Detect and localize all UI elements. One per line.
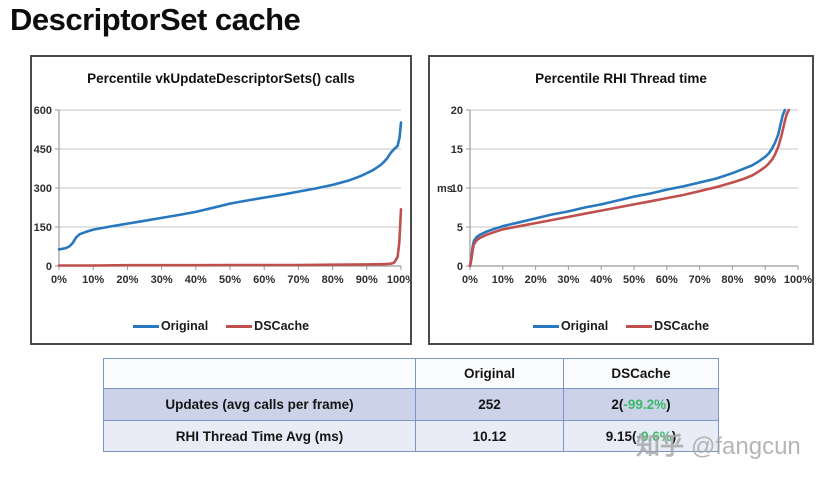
legend-item-dscache: DSCache — [226, 319, 309, 333]
table-header-row: Original DSCache — [103, 358, 719, 389]
dscache-delta: -99.2% — [623, 397, 667, 412]
svg-text:40%: 40% — [185, 274, 207, 286]
legend-label-dscache: DSCache — [254, 319, 310, 333]
header-blank-cell — [103, 358, 416, 389]
svg-text:40%: 40% — [590, 274, 612, 286]
svg-text:ms: ms — [437, 183, 453, 195]
legend-label-original: Original — [560, 319, 609, 333]
original-value: 252 — [415, 388, 564, 421]
dscache-line-swatch — [626, 324, 653, 328]
svg-text:80%: 80% — [322, 274, 344, 286]
svg-text:30%: 30% — [151, 274, 173, 286]
svg-text:0: 0 — [457, 261, 463, 273]
calls-chart-legend: Original DSCache — [32, 319, 410, 333]
header-original: Original — [415, 358, 564, 389]
rhi-chart-canvas: 0 5 10 15 20 ms 0% 10% 20% 30% 40% 50% 60% 70% 80% 90% 1… — [437, 105, 812, 286]
svg-text:20%: 20% — [116, 274, 138, 286]
svg-text:10%: 10% — [82, 274, 104, 286]
dscache-close-paren: ) — [666, 397, 671, 412]
original-line-swatch — [132, 324, 159, 328]
header-dscache: DSCache — [563, 358, 719, 389]
svg-text:80%: 80% — [721, 274, 743, 286]
zhihu-logo: 知乎 — [636, 433, 684, 460]
legend-item-original: Original — [532, 319, 609, 333]
svg-text:50%: 50% — [219, 274, 241, 286]
svg-text:70%: 70% — [689, 274, 711, 286]
row-label: RHI Thread Time Avg (ms) — [103, 420, 416, 452]
svg-text:150: 150 — [34, 222, 52, 234]
legend-item-dscache: DSCache — [626, 319, 709, 333]
page-title: DescriptorSet cache — [10, 2, 301, 37]
svg-text:10%: 10% — [492, 274, 514, 286]
svg-text:15: 15 — [451, 144, 463, 156]
chart-panel-calls: Percentile vkUpdateDescriptorSets() call… — [30, 55, 412, 345]
svg-text:20: 20 — [451, 105, 463, 117]
svg-text:100%: 100% — [784, 274, 812, 286]
legend-item-original: Original — [132, 319, 209, 333]
svg-text:0%: 0% — [51, 274, 67, 286]
svg-text:70%: 70% — [287, 274, 309, 286]
svg-text:90%: 90% — [754, 274, 776, 286]
svg-text:30%: 30% — [557, 274, 579, 286]
comparison-table: Original DSCache Updates (avg calls per … — [103, 358, 719, 452]
dscache-number: 2( — [611, 397, 624, 412]
svg-text:60%: 60% — [253, 274, 275, 286]
svg-text:450: 450 — [34, 144, 52, 156]
svg-text:20%: 20% — [525, 274, 547, 286]
calls-chart-title: Percentile vkUpdateDescriptorSets() call… — [87, 71, 355, 86]
svg-text:300: 300 — [34, 183, 52, 195]
dscache-line-swatch — [226, 324, 253, 328]
original-value: 10.12 — [415, 420, 564, 452]
legend-label-dscache: DSCache — [654, 319, 710, 333]
watermark-handle: @fangcun — [691, 433, 801, 460]
calls-chart-canvas: 0 150 300 450 600 0% 10% 20% 30% 40% 50% 60% 70% 80% 9… — [34, 105, 410, 286]
original-line-swatch — [532, 324, 559, 328]
svg-text:0%: 0% — [462, 274, 478, 286]
svg-text:0: 0 — [46, 261, 52, 273]
watermark: 知乎 @fangcun — [636, 426, 801, 461]
table-row-updates: Updates (avg calls per frame) 252 2(-99.… — [103, 388, 719, 421]
table-row-rhi-thread-time: RHI Thread Time Avg (ms) 10.12 9.15(-9.6… — [103, 420, 719, 452]
svg-text:50%: 50% — [623, 274, 645, 286]
svg-text:10: 10 — [451, 183, 463, 195]
rhi-chart-title: Percentile RHI Thread time — [535, 71, 707, 86]
svg-text:100%: 100% — [387, 274, 410, 286]
svg-text:90%: 90% — [356, 274, 378, 286]
svg-text:5: 5 — [457, 222, 463, 234]
dscache-close-paren: ) — [671, 428, 677, 444]
dscache-value: 2(-99.2%) — [563, 388, 719, 421]
row-label: Updates (avg calls per frame) — [103, 388, 416, 421]
dscache-number: 9.15( — [605, 428, 637, 444]
legend-label-original: Original — [160, 319, 209, 333]
svg-text:600: 600 — [34, 105, 52, 117]
chart-panel-rhi-thread: Percentile RHI Thread time 0 5 10 15 20 ms 0% 1… — [428, 55, 814, 345]
rhi-chart-legend: Original DSCache — [430, 319, 812, 333]
dscache-value: 9.15(-9.6%) — [563, 420, 719, 452]
svg-text:60%: 60% — [656, 274, 678, 286]
dscache-delta: -9.6% — [636, 428, 672, 444]
